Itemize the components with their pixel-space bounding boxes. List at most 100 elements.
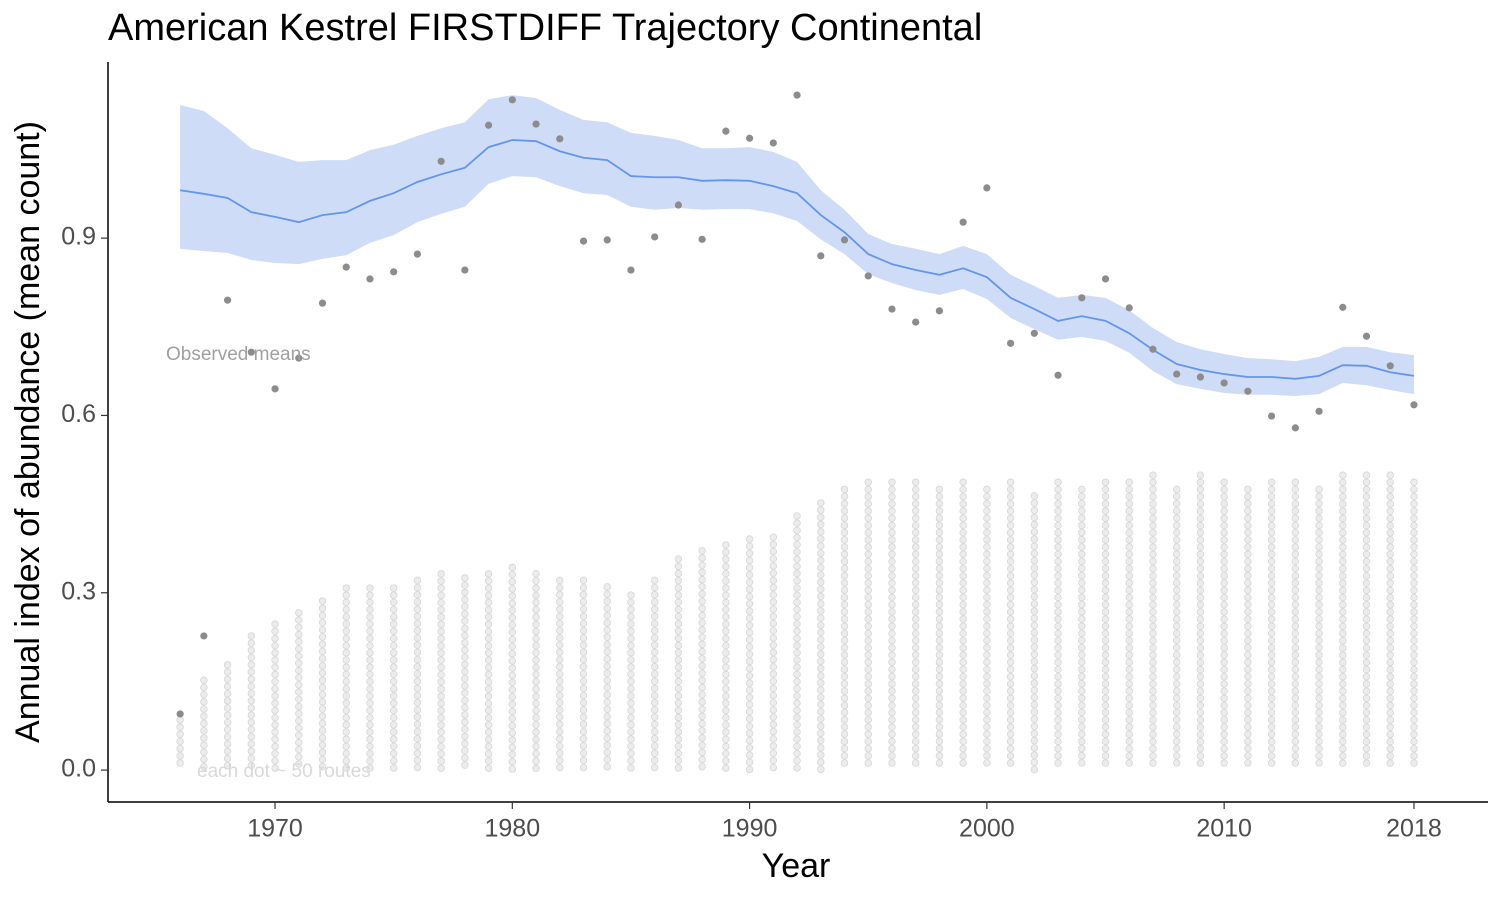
route-dot (318, 597, 327, 605)
route-dot (1220, 752, 1228, 760)
observed-mean (1268, 412, 1276, 420)
route-dot (864, 507, 872, 515)
route-dot (413, 742, 422, 750)
route-dot (176, 752, 184, 760)
route-stack (1362, 471, 1371, 767)
route-dot (817, 621, 825, 630)
route-dot (1267, 564, 1276, 573)
route-dot (389, 749, 398, 758)
route-stack (935, 485, 944, 767)
route-dot (1078, 644, 1086, 652)
route-dot (674, 555, 683, 563)
route-dot (366, 749, 374, 758)
route-dot (959, 730, 967, 738)
route-dot (864, 593, 872, 602)
route-dot (722, 634, 730, 643)
route-dot (769, 706, 778, 714)
route-dot (413, 735, 422, 743)
route-dot (1267, 644, 1276, 652)
route-dot (1386, 759, 1394, 767)
route-stack (366, 584, 374, 772)
route-dot (556, 627, 564, 635)
route-dot (223, 704, 232, 712)
route-dot (911, 665, 920, 674)
route-dot (247, 711, 256, 719)
route-dot (437, 663, 445, 672)
route-dot (935, 737, 944, 746)
route-dot (1101, 572, 1110, 580)
route-dot (1054, 680, 1062, 688)
route-dot (1362, 759, 1371, 767)
route-dot (1078, 572, 1086, 580)
route-dot (1339, 593, 1347, 602)
route-dot (366, 591, 374, 599)
route-dot (627, 641, 635, 650)
route-dot (1172, 744, 1181, 753)
route-dot (1339, 471, 1347, 479)
route-dot (366, 598, 374, 607)
route-dot (1196, 730, 1205, 739)
route-dot (1386, 701, 1394, 710)
route-dot (247, 639, 256, 647)
route-dot (556, 706, 564, 714)
route-dot (1125, 543, 1133, 551)
route-dot (1339, 752, 1347, 760)
route-dot (1101, 622, 1110, 630)
route-dot (413, 727, 422, 736)
route-dot (461, 725, 469, 733)
route-dot (1315, 665, 1323, 674)
route-dot (318, 604, 327, 612)
route-stack (1101, 478, 1110, 767)
route-dot (627, 605, 635, 614)
route-dot (1078, 752, 1086, 760)
route-dot (1125, 708, 1133, 717)
route-dot (1006, 744, 1015, 753)
route-dot (1315, 600, 1323, 609)
observed-mean (1410, 401, 1418, 409)
route-dot (1410, 600, 1418, 609)
route-dot (556, 655, 564, 664)
route-dot (437, 764, 445, 772)
route-dot (318, 705, 327, 713)
route-dot (603, 669, 611, 677)
route-stack (318, 597, 327, 771)
route-dot (1315, 528, 1323, 537)
route-dot (1291, 492, 1300, 501)
route-dot (1101, 615, 1110, 623)
observed-mean (1220, 379, 1228, 387)
route-dot (864, 716, 872, 724)
route-dot (508, 614, 517, 622)
route-dot (1410, 500, 1418, 508)
route-dot (1410, 723, 1418, 731)
route-dot (484, 649, 493, 657)
route-dot (1362, 543, 1371, 551)
route-dot (366, 620, 374, 628)
route-dot (674, 749, 683, 758)
route-dot (1172, 730, 1181, 738)
route-dot (603, 676, 611, 685)
route-dot (318, 690, 327, 699)
route-dot (1267, 752, 1276, 760)
route-dot (1172, 651, 1181, 659)
route-dot (271, 656, 279, 664)
route-dot (1267, 636, 1276, 645)
route-dot (864, 521, 872, 530)
route-dot (698, 669, 706, 677)
route-dot (389, 591, 398, 599)
route-dot (1196, 471, 1205, 479)
route-dot (223, 725, 232, 734)
observed-mean (176, 710, 184, 718)
route-dot (722, 649, 730, 657)
observed-mean (1291, 424, 1299, 432)
route-dot (1315, 564, 1323, 573)
route-dot (745, 650, 754, 658)
route-dot (911, 759, 920, 767)
route-dot (793, 713, 801, 722)
route-dot (1054, 557, 1062, 566)
route-dot (437, 706, 445, 715)
route-dot (959, 687, 967, 695)
route-stack (1220, 478, 1228, 767)
route-dot (1291, 651, 1300, 659)
route-stack (745, 535, 754, 774)
route-dot (1386, 478, 1394, 487)
